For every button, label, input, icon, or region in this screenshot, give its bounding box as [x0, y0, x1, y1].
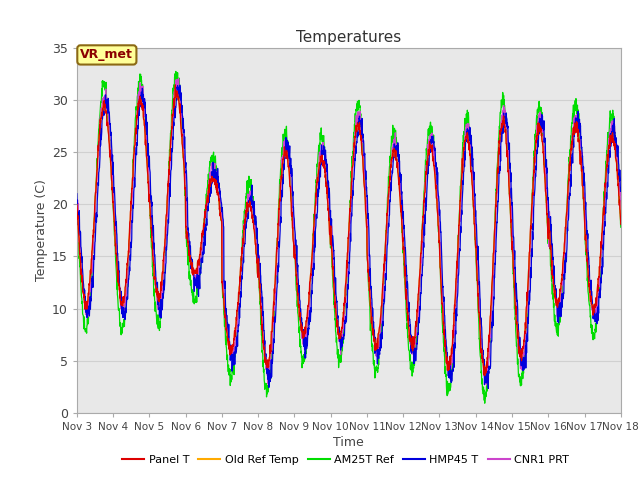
AM25T Ref — [73, 199, 81, 204]
Old Ref Temp — [584, 274, 592, 280]
Y-axis label: Temperature (C): Temperature (C) — [35, 180, 48, 281]
Old Ref Temp — [225, 341, 232, 347]
HMP45 T — [617, 185, 625, 191]
CNR1 PRT — [483, 382, 490, 387]
AM25T Ref — [584, 290, 592, 296]
Panel T — [584, 275, 592, 280]
CNR1 PRT — [365, 261, 372, 267]
CNR1 PRT — [508, 204, 515, 210]
Old Ref Temp — [172, 86, 179, 92]
Panel T — [376, 316, 384, 322]
AM25T Ref — [172, 69, 180, 74]
HMP45 T — [176, 83, 184, 88]
CNR1 PRT — [73, 205, 81, 211]
HMP45 T — [365, 221, 372, 227]
CNR1 PRT — [225, 333, 232, 339]
HMP45 T — [484, 385, 492, 391]
CNR1 PRT — [175, 76, 182, 82]
Old Ref Temp — [376, 315, 384, 321]
Panel T — [172, 82, 179, 88]
Title: Temperatures: Temperatures — [296, 30, 401, 46]
Legend: Panel T, Old Ref Temp, AM25T Ref, HMP45 T, CNR1 PRT: Panel T, Old Ref Temp, AM25T Ref, HMP45 … — [118, 451, 573, 469]
HMP45 T — [508, 195, 515, 201]
Text: VR_met: VR_met — [81, 48, 133, 61]
CNR1 PRT — [584, 257, 592, 263]
Old Ref Temp — [570, 128, 577, 133]
CNR1 PRT — [570, 127, 577, 132]
AM25T Ref — [376, 331, 384, 336]
Line: Panel T: Panel T — [77, 85, 621, 376]
Line: AM25T Ref: AM25T Ref — [77, 72, 621, 403]
Old Ref Temp — [365, 277, 372, 283]
HMP45 T — [225, 322, 232, 327]
HMP45 T — [570, 137, 577, 143]
AM25T Ref — [481, 400, 488, 406]
Old Ref Temp — [73, 202, 81, 207]
Panel T — [617, 221, 625, 227]
CNR1 PRT — [376, 328, 384, 334]
Panel T — [365, 278, 372, 284]
Old Ref Temp — [508, 227, 515, 233]
AM25T Ref — [508, 219, 515, 225]
HMP45 T — [73, 191, 81, 197]
Old Ref Temp — [617, 220, 625, 226]
Line: HMP45 T: HMP45 T — [77, 85, 621, 388]
Panel T — [481, 373, 488, 379]
Panel T — [73, 202, 81, 208]
Line: CNR1 PRT: CNR1 PRT — [77, 79, 621, 384]
CNR1 PRT — [617, 214, 625, 220]
Line: Old Ref Temp: Old Ref Temp — [77, 89, 621, 375]
AM25T Ref — [365, 284, 372, 290]
Panel T — [508, 226, 515, 232]
AM25T Ref — [570, 108, 577, 114]
HMP45 T — [376, 331, 384, 337]
Panel T — [570, 125, 577, 131]
AM25T Ref — [617, 224, 625, 230]
AM25T Ref — [225, 367, 232, 373]
Panel T — [225, 339, 232, 345]
X-axis label: Time: Time — [333, 436, 364, 449]
Old Ref Temp — [481, 372, 488, 378]
HMP45 T — [584, 250, 592, 255]
